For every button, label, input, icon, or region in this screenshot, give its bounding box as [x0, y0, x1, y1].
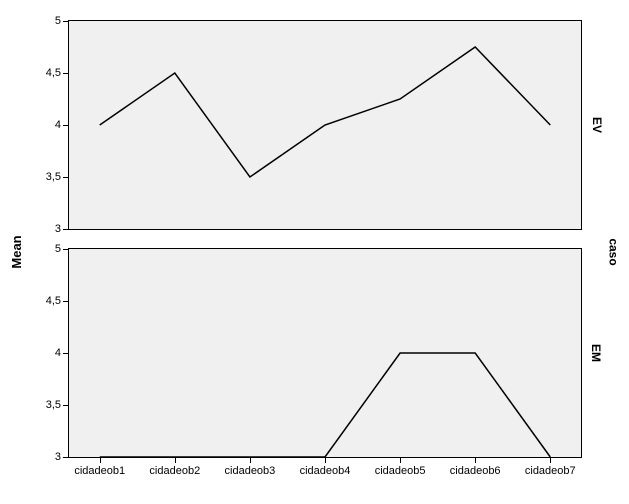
y-tick	[63, 21, 69, 22]
y-tick	[63, 249, 69, 250]
y-tick	[63, 457, 69, 458]
y-tick-label: 5	[55, 243, 61, 255]
y-tick-label: 3,5	[46, 399, 61, 411]
y-tick	[63, 301, 69, 302]
panel-em-series	[69, 249, 581, 457]
panel-ev-series	[69, 21, 581, 229]
y-tick-label: 3,5	[46, 171, 61, 183]
panel-ev-label: EV	[590, 117, 604, 133]
y-tick	[63, 73, 69, 74]
y-tick-label: 4,5	[46, 67, 61, 79]
x-tick-label: cidadeob1	[74, 465, 125, 477]
line-ev	[100, 47, 551, 177]
y-tick	[63, 353, 69, 354]
x-tick	[250, 457, 251, 463]
y-tick	[63, 177, 69, 178]
x-tick-label: cidadeob7	[525, 465, 576, 477]
x-tick	[100, 457, 101, 463]
y-axis-label: Mean	[9, 235, 24, 268]
line-em	[100, 353, 551, 457]
panel-em: EM 33,544,55cidadeob1cidadeob2cidadeob3c…	[68, 248, 582, 458]
figure-root: Mean caso EV 33,544,55 EM 33,544,55cidad…	[0, 0, 629, 504]
y-tick-label: 4	[55, 347, 61, 359]
x-tick	[400, 457, 401, 463]
y-tick-label: 3	[55, 451, 61, 463]
y-tick-label: 4	[55, 119, 61, 131]
y-tick	[63, 125, 69, 126]
x-tick	[175, 457, 176, 463]
panel-ev: EV 33,544,55	[68, 20, 582, 230]
group-label-caso: caso	[606, 238, 620, 265]
x-tick	[550, 457, 551, 463]
y-tick-label: 3	[55, 223, 61, 235]
y-tick	[63, 405, 69, 406]
y-tick-label: 5	[55, 15, 61, 27]
x-tick-label: cidadeob4	[300, 465, 351, 477]
x-tick-label: cidadeob5	[375, 465, 426, 477]
x-tick-label: cidadeob2	[149, 465, 200, 477]
x-tick-label: cidadeob3	[225, 465, 276, 477]
x-tick	[475, 457, 476, 463]
x-tick	[325, 457, 326, 463]
y-tick-label: 4,5	[46, 295, 61, 307]
x-tick-label: cidadeob6	[450, 465, 501, 477]
y-tick	[63, 229, 69, 230]
panel-em-label: EM	[589, 344, 603, 362]
